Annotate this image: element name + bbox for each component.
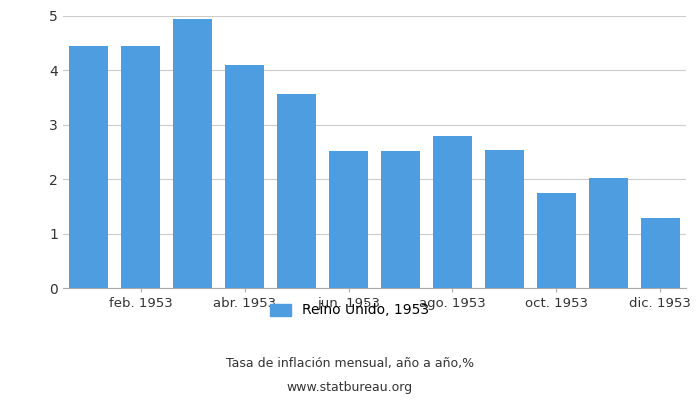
Bar — [537, 193, 575, 288]
Bar — [329, 151, 368, 288]
Text: Tasa de inflación mensual, año a año,%: Tasa de inflación mensual, año a año,% — [226, 358, 474, 370]
Bar — [174, 19, 212, 288]
Bar — [225, 65, 264, 288]
Bar — [69, 46, 108, 288]
Bar — [433, 136, 472, 288]
Bar — [640, 218, 680, 288]
Bar — [485, 150, 524, 288]
Legend: Reino Unido, 1953: Reino Unido, 1953 — [265, 298, 435, 323]
Bar — [381, 151, 420, 288]
Bar — [277, 94, 316, 288]
Bar — [121, 46, 160, 288]
Text: www.statbureau.org: www.statbureau.org — [287, 382, 413, 394]
Bar — [589, 178, 628, 288]
